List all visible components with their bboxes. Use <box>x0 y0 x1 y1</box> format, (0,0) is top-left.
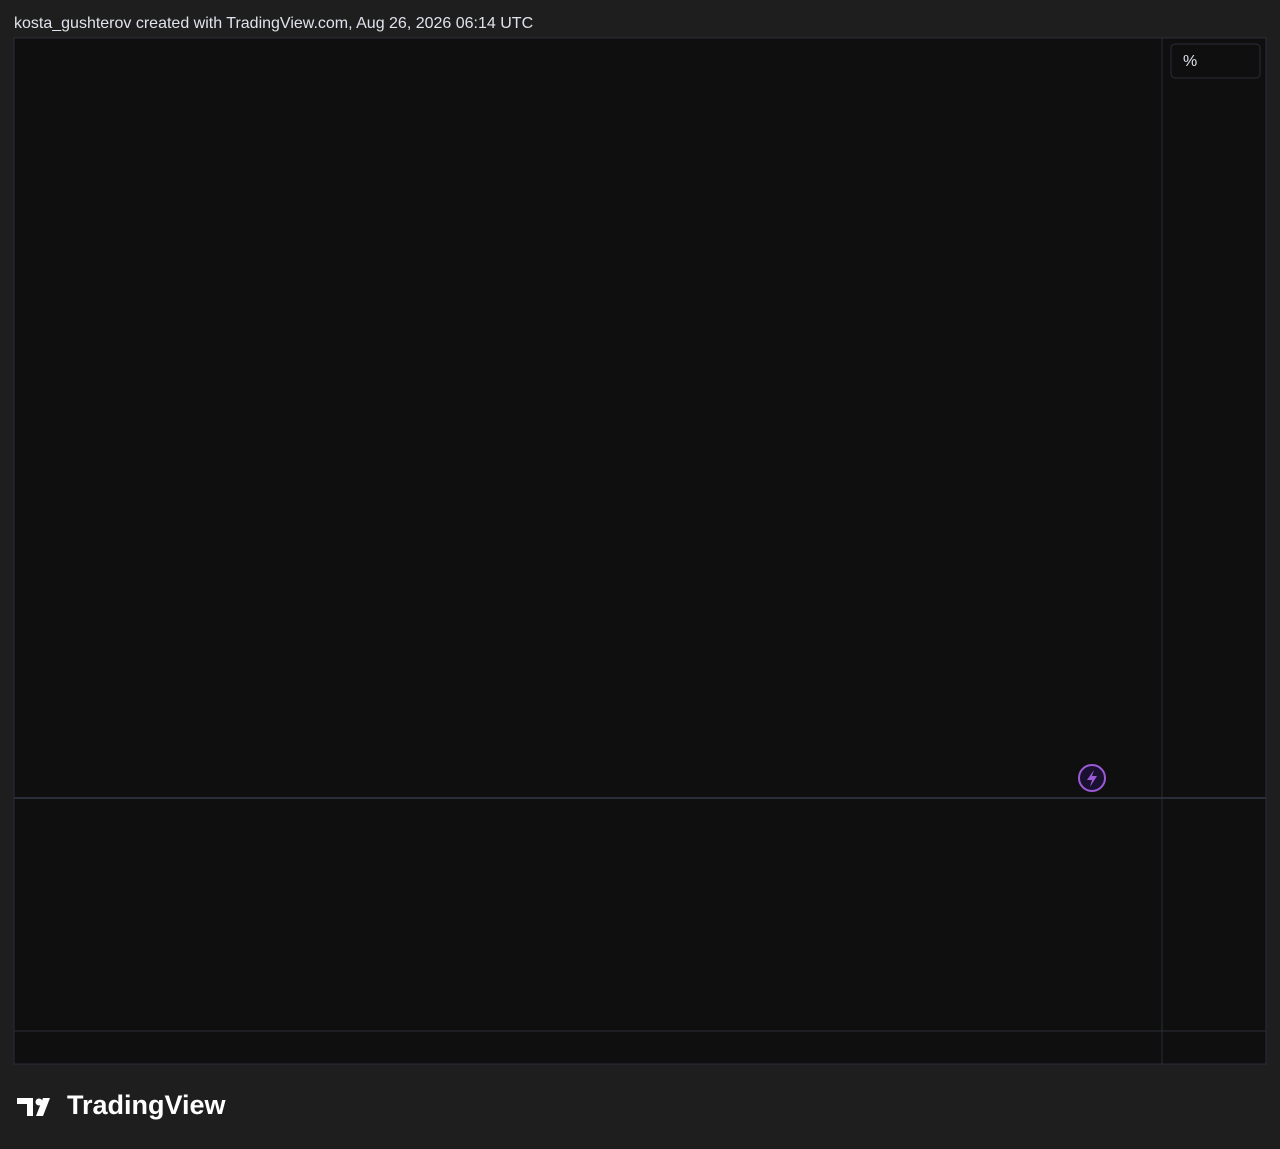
logo-dot <box>35 1098 43 1106</box>
logo: TradingView <box>17 1090 227 1120</box>
unit-button-label: % <box>1183 53 1197 70</box>
logo-text: TradingView <box>67 1090 227 1120</box>
chart-frame <box>13 37 1267 1065</box>
unit-button[interactable] <box>1170 43 1261 79</box>
attribution: kosta_gushterov created with TradingView… <box>14 15 533 32</box>
alert-icon-bolt <box>1087 770 1097 787</box>
logo-mark <box>17 1098 50 1116</box>
